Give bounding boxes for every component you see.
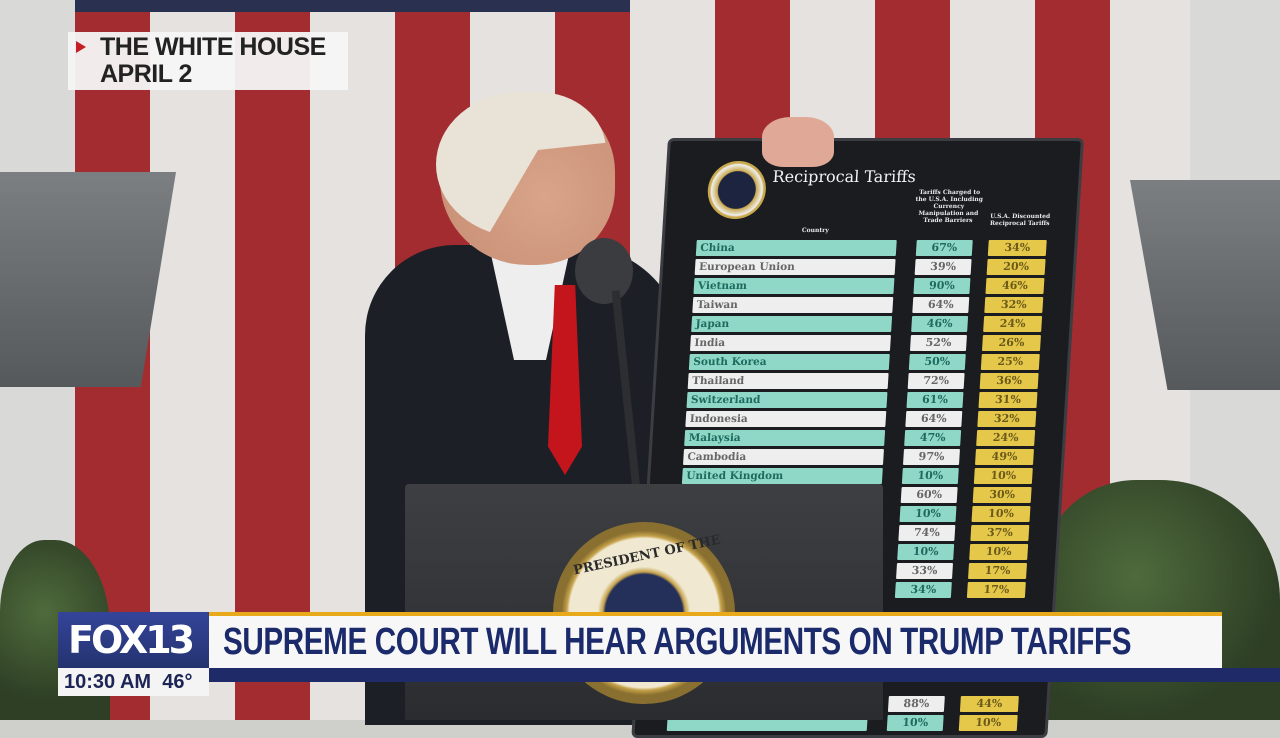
tariff-row: Vietnam 90% 46% — [661, 278, 1062, 294]
tariff-row: Malaysia 47% 24% — [652, 430, 1053, 446]
charged-cell: 34% — [894, 582, 952, 598]
country-cell: Vietnam — [693, 278, 895, 294]
tariff-row: Taiwan 64% 32% — [660, 297, 1061, 313]
charged-cell: 52% — [909, 335, 967, 351]
charged-cell: 47% — [904, 430, 962, 446]
reciprocal-cell: 49% — [974, 449, 1034, 465]
reciprocal-cell: 25% — [980, 354, 1040, 370]
tariff-row: Japan 46% 24% — [659, 316, 1060, 332]
charged-cell: 64% — [912, 297, 970, 313]
headline-text: SUPREME COURT WILL HEAR ARGUMENTS ON TRU… — [223, 621, 1132, 663]
charged-cell: 64% — [905, 411, 963, 427]
reciprocal-cell: 10% — [973, 468, 1033, 484]
shrub-right — [1040, 480, 1280, 720]
reciprocal-cell: 20% — [986, 259, 1046, 275]
reciprocal-cell: 44% — [959, 696, 1019, 712]
charged-column-header: Tariffs Charged to the U.S.A. Including … — [915, 189, 984, 224]
headline-bar: SUPREME COURT WILL HEAR ARGUMENTS ON TRU… — [209, 616, 1222, 668]
location-tag: THE WHITE HOUSE APRIL 2 — [68, 32, 348, 90]
charged-cell: 39% — [914, 259, 972, 275]
temperature: 46° — [162, 671, 193, 693]
charged-cell: 10% — [886, 715, 944, 731]
tariff-row: India 52% 26% — [658, 335, 1059, 351]
country-cell: United Kingdom — [681, 468, 883, 484]
reciprocal-cell: 34% — [987, 240, 1047, 256]
tariff-row: United Kingdom 10% 10% — [650, 468, 1051, 484]
country-cell: Indonesia — [685, 411, 887, 427]
country-cell: India — [689, 335, 891, 351]
reciprocal-cell: 24% — [983, 316, 1043, 332]
country-cell: Malaysia — [684, 430, 886, 446]
charged-cell: 10% — [899, 506, 957, 522]
charged-cell: 90% — [913, 278, 971, 294]
discounted-column-header: U.S.A. Discounted Reciprocal Tariffs — [989, 213, 1051, 227]
charged-cell: 67% — [915, 240, 973, 256]
left-speaker — [0, 172, 176, 387]
charged-cell: 72% — [907, 373, 965, 389]
tariff-row: China 67% 34% — [664, 240, 1065, 256]
tariff-row: Indonesia 64% 32% — [653, 411, 1054, 427]
reciprocal-cell: 30% — [972, 487, 1032, 503]
headline-navy-rule — [209, 668, 1280, 682]
country-cell: Japan — [691, 316, 893, 332]
country-cell: China — [695, 240, 897, 256]
charged-cell: 88% — [887, 696, 945, 712]
reciprocal-cell: 26% — [981, 335, 1041, 351]
reciprocal-cell: 17% — [968, 563, 1028, 579]
location-line2: APRIL 2 — [100, 60, 192, 88]
reciprocal-cell: 37% — [970, 525, 1030, 541]
reciprocal-cell: 10% — [958, 715, 1018, 731]
charged-cell: 97% — [902, 449, 960, 465]
tariff-row: South Korea 50% 25% — [657, 354, 1058, 370]
tariff-row: European Union 39% 20% — [663, 259, 1064, 275]
tariff-row: Switzerland 61% 31% — [654, 392, 1055, 408]
play-triangle-icon — [76, 41, 86, 53]
reciprocal-cell: 31% — [978, 392, 1038, 408]
reciprocal-cell: 32% — [977, 411, 1037, 427]
headline-gold-rule — [209, 612, 1222, 616]
country-cell: European Union — [694, 259, 896, 275]
country-column-header: Country — [801, 227, 830, 234]
location-line1: THE WHITE HOUSE — [100, 33, 326, 61]
country-cell: South Korea — [688, 354, 890, 370]
country-cell: Taiwan — [692, 297, 894, 313]
reciprocal-cell: 36% — [979, 373, 1039, 389]
flag-canton-edge — [75, 0, 630, 12]
charged-cell: 46% — [911, 316, 969, 332]
reciprocal-cell: 10% — [969, 544, 1029, 560]
board-title: Reciprocal Tariffs — [772, 167, 917, 186]
country-cell: Cambodia — [682, 449, 884, 465]
clock-time: 10:30 AM — [64, 671, 152, 693]
country-cell: Switzerland — [686, 392, 888, 408]
charged-cell: 74% — [898, 525, 956, 541]
reciprocal-cell: 24% — [976, 430, 1036, 446]
charged-cell: 10% — [901, 468, 959, 484]
charged-cell: 50% — [908, 354, 966, 370]
reciprocal-cell: 17% — [966, 582, 1026, 598]
reciprocal-cell: 32% — [984, 297, 1044, 313]
charged-cell: 61% — [906, 392, 964, 408]
charged-cell: 33% — [896, 563, 954, 579]
tariff-row: Thailand 72% 36% — [656, 373, 1057, 389]
country-cell: Thailand — [687, 373, 889, 389]
speaker-hand — [762, 117, 834, 167]
logo-text: FOX13 — [68, 618, 195, 662]
charged-cell: 60% — [900, 487, 958, 503]
tariff-row: Cambodia 97% 49% — [651, 449, 1052, 465]
reciprocal-cell: 10% — [971, 506, 1031, 522]
presidential-seal-icon — [706, 161, 768, 219]
microphone-icon — [575, 238, 633, 304]
charged-cell: 10% — [897, 544, 955, 560]
red-tie — [548, 285, 582, 475]
fox13-logo: FOX13 — [58, 612, 209, 668]
reciprocal-cell: 46% — [985, 278, 1045, 294]
time-temperature: 10:30 AM 46° — [58, 668, 209, 696]
